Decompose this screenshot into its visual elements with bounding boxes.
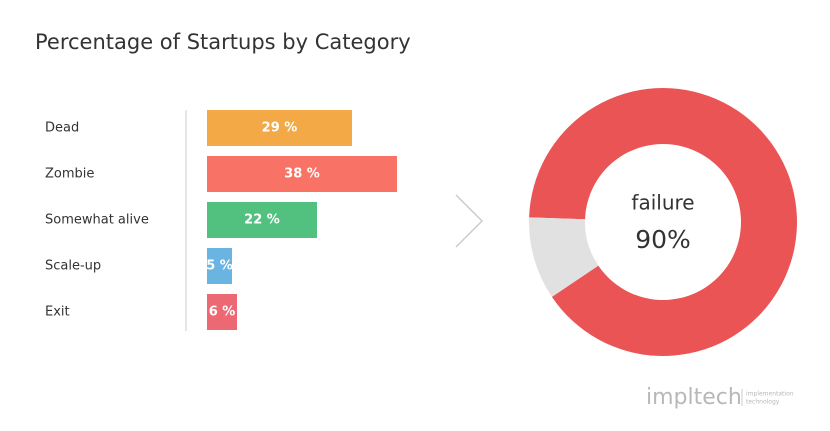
value-label: 22 % [244,213,280,228]
bar [207,110,352,146]
category-label: Scale-up [45,259,101,274]
logo-tagline: technology [746,399,780,406]
donut-segment [529,87,797,356]
center-value: 90% [635,225,691,254]
bar [207,248,232,284]
value-label: 6 % [209,305,236,320]
bar [207,202,317,238]
logo: impltech [646,385,742,410]
bar [207,294,237,330]
bar [207,156,397,192]
category-label: Zombie [45,167,94,182]
logo-tagline: implementation [746,391,794,398]
value-label: 38 % [284,167,320,182]
value-label: 29 % [262,121,298,136]
donut-segment [528,217,599,297]
category-label: Somewhat alive [45,213,149,228]
title: Percentage of Startups by Category [35,30,411,54]
category-label: Dead [45,121,79,136]
category-label: Exit [45,305,70,320]
value-label: 5 % [206,259,233,274]
center-label: failure [631,191,694,215]
arrow [455,194,484,248]
